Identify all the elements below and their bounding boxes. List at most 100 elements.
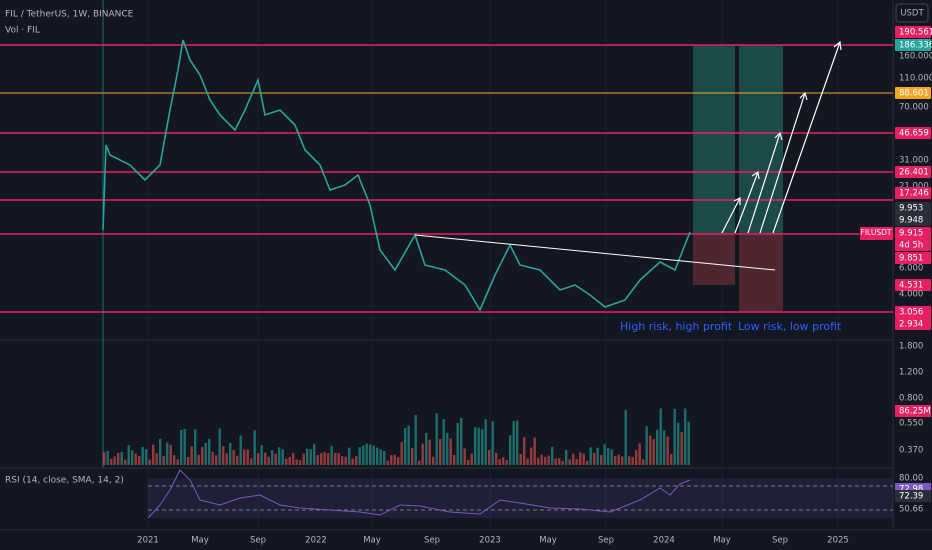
volume-bar — [684, 408, 687, 465]
volume-bar — [386, 460, 389, 465]
volume-bar — [425, 432, 428, 465]
volume-bar — [593, 452, 596, 465]
volume-bar — [257, 453, 260, 465]
volume-bars — [103, 408, 690, 465]
volume-bar — [187, 457, 190, 465]
currency-button[interactable] — [895, 3, 929, 23]
volume-bar — [547, 455, 550, 465]
volume-bar — [183, 428, 186, 465]
price-tag — [895, 252, 931, 264]
price-tag — [895, 87, 931, 99]
time-label: 2024 — [653, 536, 675, 546]
volume-bar — [288, 456, 291, 465]
volume-bar — [631, 457, 634, 465]
volume-bar — [680, 432, 683, 465]
price-tag — [895, 127, 931, 139]
volume-bar — [264, 452, 267, 465]
price-label: 2.934 — [899, 320, 923, 330]
volume-bar — [442, 419, 445, 465]
price-label: 186.336 — [899, 41, 932, 51]
volume-bar — [180, 430, 183, 465]
volume-bar — [267, 456, 270, 465]
symbol-title: FIL / TetherUS, 1W, BINANCE — [5, 10, 134, 20]
price-label: 3.056 — [899, 308, 923, 318]
annotation: Low risk, low profit — [738, 320, 842, 333]
volume-bar — [281, 449, 284, 465]
volume-bar — [551, 446, 554, 465]
price-label: 4d 5h — [899, 241, 923, 251]
volume-bar — [614, 456, 617, 465]
arrows — [721, 40, 842, 234]
volume-bar — [435, 413, 438, 465]
volume-bar — [243, 449, 246, 465]
volume-bar — [530, 447, 533, 465]
volume-bar — [344, 456, 347, 465]
volume-bar — [327, 453, 330, 465]
price-label: 88.601 — [899, 89, 929, 99]
volume-bar — [351, 458, 354, 465]
volume-bar — [215, 455, 218, 465]
volume-bar — [554, 458, 557, 465]
volume-bar — [498, 459, 501, 465]
volume-label: 1.800 — [899, 342, 923, 352]
volume-bar — [110, 458, 113, 465]
volume-bar — [610, 449, 613, 465]
price-label: 9.915 — [899, 229, 923, 239]
rsi-band — [148, 478, 893, 518]
volume-bar — [432, 456, 435, 465]
time-label: Sep — [598, 536, 614, 546]
volume-bar — [526, 458, 529, 465]
volume-bar — [586, 460, 589, 465]
volume-bar — [390, 455, 393, 465]
volume-label: 0.370 — [899, 446, 923, 456]
price-label: 9.851 — [899, 254, 923, 264]
volume-bar — [638, 443, 641, 465]
volume-bar — [582, 453, 585, 465]
volume-bar — [449, 438, 452, 465]
price-tag — [895, 26, 931, 38]
volume-bar — [274, 453, 277, 465]
volume-bar — [456, 422, 459, 465]
volume-bar — [558, 458, 561, 465]
volume-bar — [302, 453, 305, 465]
price-label: 9.953 — [899, 204, 923, 214]
volume-bar — [225, 453, 228, 465]
volume-bar — [621, 456, 624, 465]
price-label: 21.000 — [899, 182, 929, 192]
volume-label: 86.25M — [899, 407, 931, 417]
currency[interactable]: USDT — [900, 9, 924, 19]
volume-bar — [145, 449, 148, 465]
volume-bar — [362, 445, 365, 465]
volume-bar — [400, 442, 403, 465]
volume-bar — [292, 452, 295, 465]
price-tag — [895, 187, 931, 199]
volume-bar — [218, 428, 221, 465]
volume-bar — [516, 420, 519, 465]
volume-bar — [159, 438, 162, 465]
volume-bar — [229, 442, 232, 465]
volume-bar — [411, 448, 414, 465]
volume-bar — [197, 454, 200, 465]
volume-bar — [246, 449, 249, 465]
volume-bar — [120, 451, 123, 465]
volume-bar — [596, 447, 599, 465]
volume-bar — [488, 449, 491, 465]
volume-bar — [628, 456, 631, 465]
volume-bar — [635, 450, 638, 465]
volume-bar — [190, 446, 193, 465]
volume-bar — [103, 452, 106, 465]
price-line — [102, 39, 691, 312]
volume-bar — [131, 450, 134, 465]
volume-bar — [561, 460, 564, 465]
price-label: 31.000 — [899, 156, 929, 166]
volume-bar — [117, 453, 120, 465]
volume-bar — [414, 415, 417, 465]
volume-bar — [600, 454, 603, 465]
volume-bar — [572, 453, 575, 465]
profit-zone — [693, 45, 735, 233]
volume-bar — [323, 452, 326, 465]
volume-bar — [589, 447, 592, 465]
volume-bar — [463, 448, 466, 465]
volume-bar — [236, 455, 239, 465]
volume-bar — [253, 430, 256, 465]
